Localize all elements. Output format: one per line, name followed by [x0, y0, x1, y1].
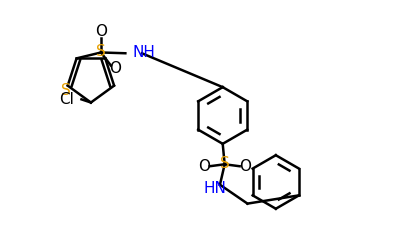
- Text: S: S: [219, 156, 229, 171]
- Text: NH: NH: [132, 45, 155, 60]
- Text: O: O: [238, 159, 251, 174]
- Text: Cl: Cl: [58, 92, 73, 107]
- Text: HN: HN: [203, 181, 226, 196]
- Text: O: O: [109, 61, 121, 76]
- Text: O: O: [95, 24, 107, 39]
- Text: S: S: [61, 83, 70, 98]
- Text: O: O: [198, 159, 210, 174]
- Text: S: S: [96, 44, 106, 59]
